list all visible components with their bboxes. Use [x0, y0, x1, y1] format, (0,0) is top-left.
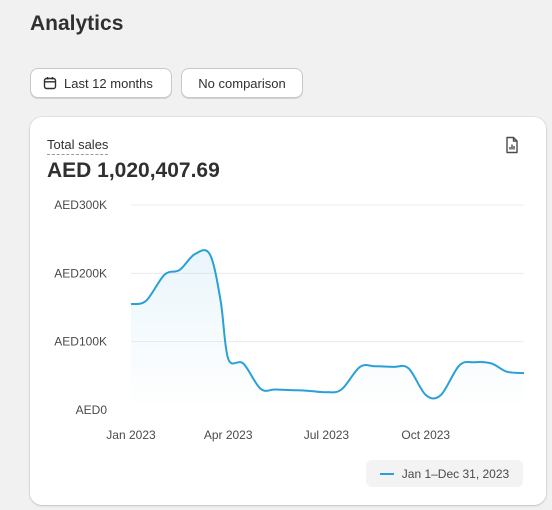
y-tick-label: AED0	[76, 403, 108, 417]
x-tick-label: Apr 2023	[204, 428, 253, 442]
date-range-button[interactable]: Last 12 months	[30, 68, 172, 98]
comparison-label: No comparison	[198, 75, 286, 91]
calendar-icon	[43, 77, 57, 90]
date-range-label: Last 12 months	[64, 75, 153, 91]
chart-series-line	[130, 249, 525, 400]
metric-value: AED 1,020,407.69	[47, 159, 220, 182]
chart-area-fill	[131, 250, 524, 410]
export-report-icon[interactable]	[504, 136, 520, 154]
legend-swatch	[379, 472, 394, 475]
x-tick-label: Jan 2023	[106, 428, 156, 442]
y-tick-label: AED300K	[54, 198, 107, 212]
x-tick-label: Oct 2023	[401, 428, 450, 442]
y-tick-label: AED100K	[54, 335, 107, 349]
chart-legend[interactable]: Jan 1–Dec 31, 2023	[366, 460, 523, 487]
sales-chart: AED0 AED100K AED200K AED300K Jan 2023 Apr 20…	[54, 198, 525, 442]
comparison-button[interactable]: No comparison	[181, 68, 303, 98]
x-tick-label: Jul 2023	[304, 428, 350, 442]
total-sales-card: Total sales AED 1,020,407.69 AED0 AED100K…	[30, 117, 546, 505]
legend-label: Jan 1–Dec 31, 2023	[401, 466, 510, 481]
metric-label[interactable]: Total sales	[47, 137, 109, 155]
y-tick-label: AED200K	[54, 266, 107, 280]
page-title: Analytics	[30, 12, 124, 35]
